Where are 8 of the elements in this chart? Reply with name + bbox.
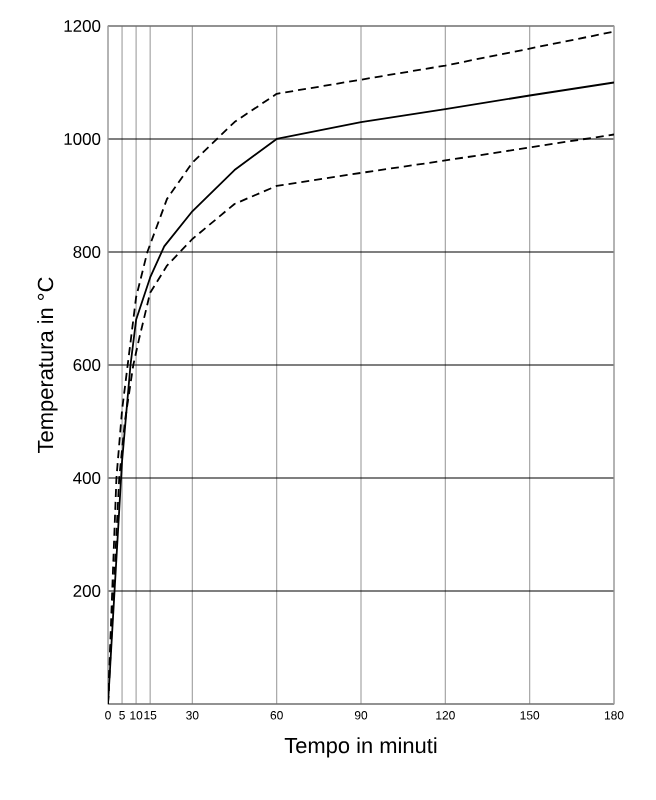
y-tick-label: 800 [73,246,101,258]
x-axis-title: Tempo in minuti [284,737,437,758]
y-tick-label: 200 [73,585,101,597]
y-tick-label: 1000 [64,133,101,145]
y-axis-title: Temperatura in °C [37,277,58,453]
y-tick-label: 600 [73,359,101,371]
y-tick-label: 1200 [64,20,101,32]
y-tick-label: 400 [73,472,101,484]
